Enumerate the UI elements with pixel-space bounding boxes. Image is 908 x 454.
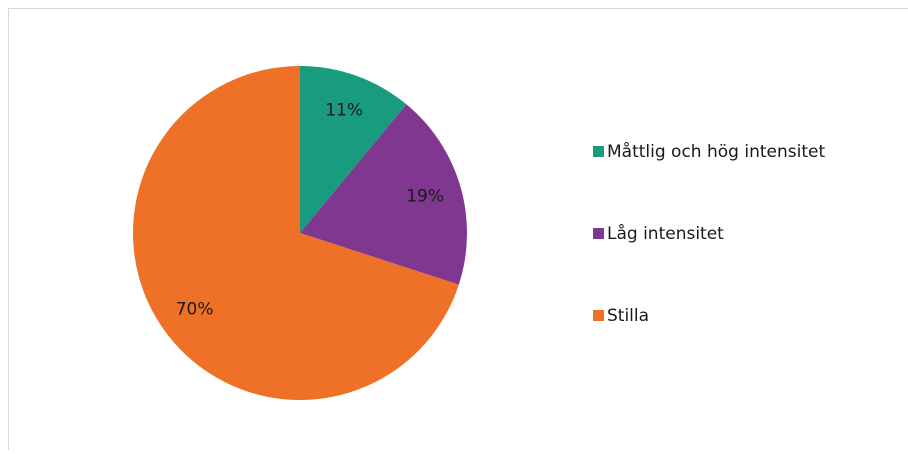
data-label: 70%	[176, 300, 214, 320]
legend-label: Stilla	[607, 306, 649, 326]
data-label: 19%	[406, 187, 444, 207]
data-label: 11%	[325, 100, 363, 120]
legend-label: Låg intensitet	[607, 223, 724, 244]
legend-swatch	[593, 146, 604, 157]
legend-label: Måttlig och hög intensitet	[607, 141, 825, 162]
legend-swatch	[593, 228, 604, 239]
legend-swatch	[593, 310, 604, 321]
